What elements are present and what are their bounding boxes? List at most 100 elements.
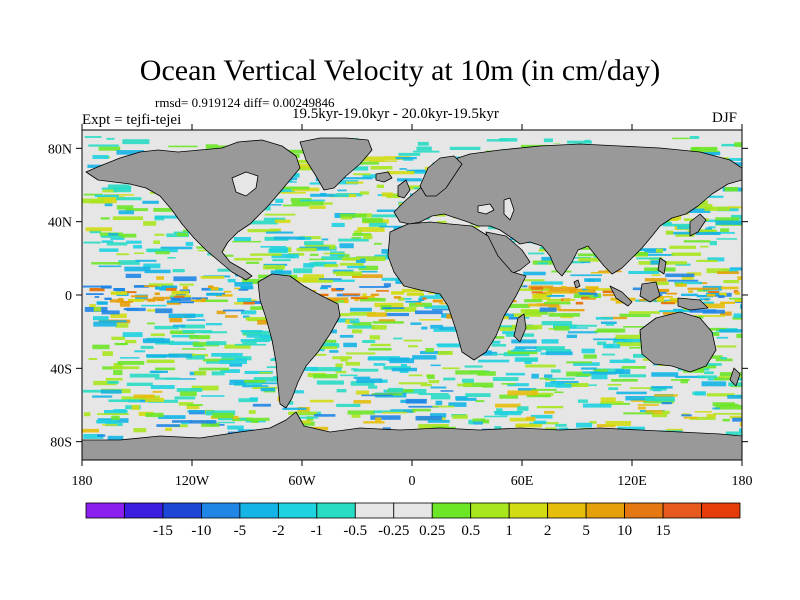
field-streak [340, 177, 373, 180]
field-streak [104, 194, 135, 196]
field-streak [171, 335, 199, 338]
field-streak [704, 371, 714, 375]
field-streak [116, 150, 145, 155]
field-streak [615, 369, 631, 375]
field-streak [477, 371, 496, 376]
field-streak [263, 217, 286, 221]
colorbar-swatch [393, 502, 433, 519]
field-streak [361, 394, 393, 397]
field-streak [697, 375, 718, 379]
map-axes: 80N 40N 0 40S 80S 180 120W 60W 0 60E 120E 180 [48, 124, 753, 489]
field-streak [98, 265, 122, 268]
field-streak [82, 285, 106, 288]
land-sri-lanka [573, 279, 581, 289]
field-streak [443, 377, 456, 381]
field-streak [229, 363, 243, 367]
field-streak [651, 386, 673, 389]
field-streak [683, 240, 711, 243]
field-streak [662, 410, 670, 415]
colorbar-label: 15 [656, 523, 671, 539]
field-streak [370, 293, 379, 296]
field-streak [296, 247, 317, 252]
field-streak [541, 339, 559, 344]
field-streak [723, 279, 740, 284]
land-japan [689, 213, 707, 237]
field-streak [540, 292, 546, 295]
field-streak [695, 231, 721, 236]
field-streak [335, 363, 343, 369]
field-streak [405, 398, 427, 404]
field-streak [736, 333, 742, 339]
field-streak [246, 334, 262, 338]
field-streak [91, 262, 121, 265]
land-africa [387, 221, 527, 361]
field-streak [568, 324, 597, 327]
field-streak [240, 330, 263, 333]
field-streak [566, 334, 578, 339]
field-streak [111, 336, 126, 341]
field-streak [99, 320, 127, 323]
field-streak [688, 138, 711, 141]
field-streak [242, 330, 270, 335]
land-australia [639, 311, 717, 373]
field-streak [155, 286, 160, 290]
field-streak [206, 361, 220, 364]
field-streak [544, 410, 555, 414]
field-streak [379, 225, 407, 228]
field-streak [689, 309, 717, 313]
field-streak [513, 279, 545, 282]
field-streak [531, 281, 563, 285]
field-streak [321, 339, 337, 343]
field-streak [116, 205, 134, 210]
field-streak [701, 327, 727, 331]
field-streak [92, 155, 109, 159]
field-streak [260, 382, 278, 385]
field-streak [391, 291, 404, 295]
field-streak [244, 370, 273, 375]
lat-tick-label: 80N [48, 142, 72, 157]
field-streak [158, 415, 186, 419]
field-streak [339, 334, 354, 338]
field-streak [661, 301, 675, 305]
field-streak [422, 297, 427, 300]
field-streak [280, 187, 295, 193]
field-streak [567, 140, 592, 144]
field-streak [418, 298, 425, 301]
field-streak [618, 374, 647, 378]
field-streak [482, 385, 493, 388]
field-streak [273, 236, 305, 240]
field-streak [509, 417, 536, 422]
field-streak [355, 256, 386, 262]
field-streak [250, 253, 282, 256]
field-streak [637, 404, 659, 406]
field-streak [659, 261, 688, 265]
field-streak [710, 232, 735, 234]
field-streak [119, 302, 131, 307]
field-streak [644, 278, 667, 282]
lat-tick-label: 0 [65, 289, 72, 304]
field-streak [346, 181, 364, 184]
field-streak [662, 218, 679, 221]
field-streak [368, 347, 392, 351]
field-streak [425, 348, 434, 353]
field-streak [499, 138, 518, 142]
colorbar-label: -2 [272, 523, 285, 539]
field-streak [211, 371, 225, 376]
field-streak [224, 344, 251, 349]
field-streak [342, 293, 361, 296]
field-streak [133, 285, 149, 288]
field-streak [115, 342, 128, 346]
field-streak [316, 297, 349, 300]
field-streak [345, 361, 361, 366]
field-streak [507, 390, 539, 396]
field-streak [233, 237, 251, 242]
field-streak [350, 297, 368, 300]
field-streak [386, 171, 415, 175]
field-streak [543, 291, 573, 294]
field-streak [724, 186, 738, 192]
field-streak [349, 320, 360, 324]
field-streak [198, 367, 230, 371]
field-streak [398, 297, 405, 301]
field-streak [166, 287, 177, 291]
field-streak [217, 268, 241, 272]
